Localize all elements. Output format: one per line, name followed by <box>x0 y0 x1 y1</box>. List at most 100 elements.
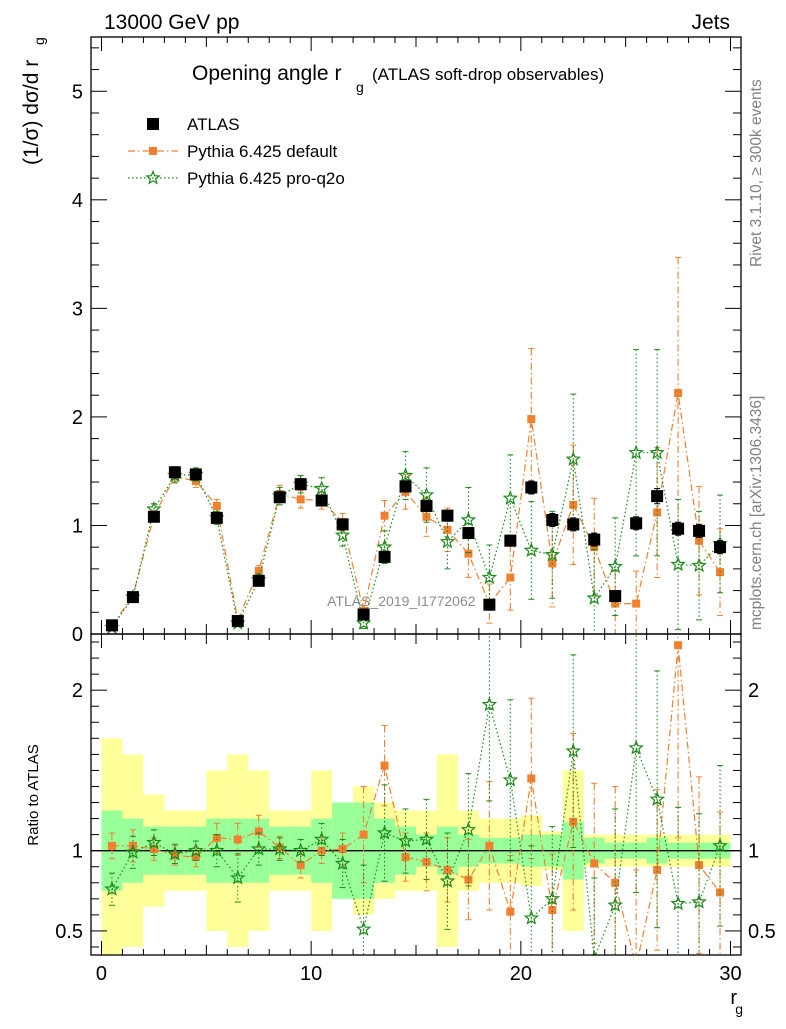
atlas-marker <box>189 468 202 481</box>
atlas-marker <box>231 614 244 627</box>
ratio-y-tick-label-right: 2 <box>748 680 759 702</box>
series-line <box>111 452 721 628</box>
pythia-proq2o-marker <box>565 743 582 758</box>
y-tick-label: 2 <box>72 407 83 429</box>
pythia-proq2o-marker <box>691 557 707 573</box>
pythia-default-marker <box>296 495 305 504</box>
pythia-default-marker <box>632 599 641 608</box>
atlas-marker <box>567 518 580 531</box>
pythia-proq2o-marker <box>188 842 204 858</box>
y-tick-label: 4 <box>72 190 83 212</box>
pythia-default-marker <box>149 147 157 155</box>
atlas-marker <box>399 480 412 493</box>
pythia-proq2o-marker <box>502 771 519 787</box>
pythia-proq2o-marker <box>167 845 183 861</box>
pythia-proq2o-marker <box>292 842 309 858</box>
pythia-proq2o-marker <box>209 842 225 858</box>
series-line <box>112 645 721 955</box>
pythia-proq2o-marker <box>271 840 288 856</box>
atlas-marker <box>378 550 391 563</box>
chart-title-subscript: g <box>356 79 364 95</box>
analysis-watermark: ATLAS_2019_I1772062 <box>327 593 476 609</box>
pythia-default-marker <box>443 525 452 534</box>
pythia-proq2o-marker <box>460 511 477 527</box>
header-left-label: 13000 GeV pp <box>104 11 239 34</box>
x-tick-label: 20 <box>510 963 532 985</box>
pythia-proq2o-marker <box>418 486 435 502</box>
pythia-default-marker <box>212 833 221 842</box>
atlas-marker <box>441 509 454 522</box>
pythia-proq2o-marker <box>146 834 162 850</box>
atlas-marker <box>504 534 517 547</box>
x-tick-label: 10 <box>300 963 322 985</box>
pythia-default-marker <box>569 500 578 509</box>
pythia-default-marker <box>212 501 221 510</box>
pythia-default-marker <box>611 599 620 608</box>
pythia-proq2o-marker <box>544 546 561 562</box>
pythia-default-marker <box>506 907 515 916</box>
atlas-marker <box>294 478 307 491</box>
atlas-marker <box>672 522 685 535</box>
atlas-marker <box>147 118 159 130</box>
atlas-marker <box>525 481 538 494</box>
pythia-proq2o-marker <box>355 614 372 630</box>
atlas-marker <box>483 598 496 611</box>
pythia-default-marker <box>674 389 683 398</box>
chart-title-suffix: (ATLAS soft-drop observables) <box>372 65 604 84</box>
pythia-proq2o-marker <box>523 909 540 925</box>
pythia-proq2o-marker <box>355 921 372 936</box>
pythia-proq2o-marker <box>418 831 435 847</box>
pythia-proq2o-marker <box>523 542 540 558</box>
pythia-proq2o-marker <box>649 444 665 460</box>
pythia-proq2o-marker <box>397 467 414 483</box>
pythia-proq2o-marker <box>376 824 393 840</box>
pythia-proq2o-marker <box>565 451 582 466</box>
atlas-marker <box>588 533 601 546</box>
pythia-default-marker <box>485 841 494 850</box>
x-axis-label: r <box>730 987 737 1009</box>
pythia-proq2o-marker <box>628 444 644 460</box>
rivet-version-label: Rivet 3.1.10, ≥ 300k events <box>748 79 765 267</box>
pythia-proq2o-marker <box>125 844 141 859</box>
pythia-proq2o-marker <box>145 169 161 185</box>
pythia-default-marker <box>611 878 620 887</box>
ratio-y-tick-label-left: 1 <box>72 841 83 863</box>
pythia-default-marker <box>170 851 179 860</box>
pythia-default-marker <box>632 962 640 970</box>
mcplots-reference-label: mcplots.cern.ch [arXiv:1306.3436] <box>748 396 765 630</box>
legend-label-0: ATLAS <box>187 115 240 134</box>
pythia-proq2o-marker <box>649 791 665 806</box>
pythia-proq2o-marker <box>544 890 561 906</box>
ratio-y-tick-label-right: 0.5 <box>748 921 776 943</box>
main-plot-panel: ATLAS_2019_I1772062 0 1 2 3 4 5 (1/σ) dσ/d r g Op… <box>20 36 742 646</box>
atlas-marker <box>693 524 706 537</box>
pythia-proq2o-marker <box>397 832 414 848</box>
atlas-marker <box>336 518 349 531</box>
series-0 <box>107 634 725 970</box>
pythia-proq2o-marker <box>460 821 477 837</box>
pythia-proq2o-marker <box>670 556 686 572</box>
pythia-default-marker <box>422 857 431 866</box>
pythia-default-marker <box>464 549 473 558</box>
atlas-marker <box>105 619 118 632</box>
pythia-default-marker <box>590 859 599 868</box>
pythia-default-marker <box>149 845 158 854</box>
pythia-default-marker <box>380 511 389 520</box>
pythia-proq2o-marker <box>104 881 120 896</box>
pythia-proq2o-marker <box>230 869 246 885</box>
pythia-default-marker <box>695 861 704 870</box>
atlas-marker <box>546 514 559 527</box>
pythia-default-marker <box>275 843 284 852</box>
pythia-proq2o-marker <box>313 480 330 496</box>
ratio-axis-label: Ratio to ATLAS <box>25 744 42 845</box>
atlas-marker <box>273 491 286 504</box>
x-axis-label-subscript: g <box>735 1001 743 1017</box>
y-tick-label: 0 <box>72 624 83 646</box>
atlas-marker <box>630 517 643 530</box>
pythia-default-marker <box>653 865 662 874</box>
ratio-y-tick-label-left: 0.5 <box>55 921 83 943</box>
y-tick-label: 1 <box>72 515 83 537</box>
pythia-default-marker <box>527 415 536 424</box>
